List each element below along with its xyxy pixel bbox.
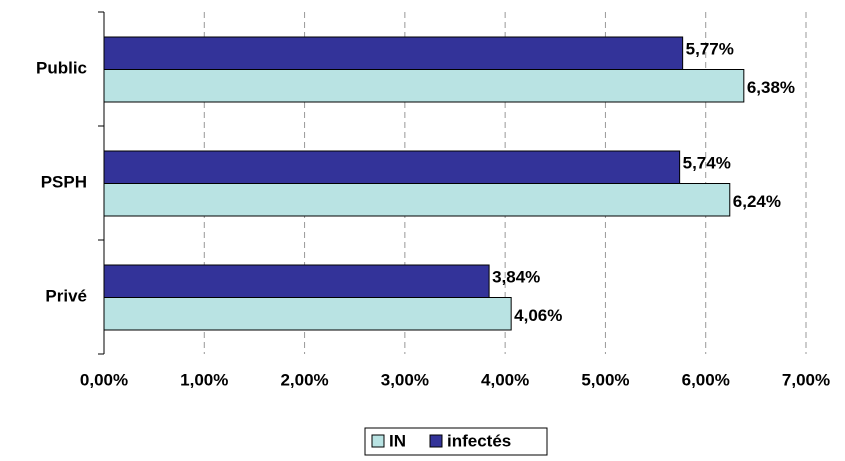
value-label: 3,84% — [492, 268, 540, 287]
legend-label: infectés — [447, 431, 511, 450]
value-label: 4,06% — [514, 306, 562, 325]
bar — [103, 36, 684, 70]
value-label: 6,38% — [747, 78, 795, 97]
legend-swatch — [371, 434, 385, 448]
legend-box — [364, 427, 548, 456]
x-tick-label: 2,00% — [280, 370, 328, 389]
x-tick-label: 7,00% — [782, 370, 830, 389]
value-label: 6,24% — [733, 192, 781, 211]
x-tick-label: 3,00% — [381, 370, 429, 389]
bar — [103, 183, 731, 217]
x-tick-label: 4,00% — [481, 370, 529, 389]
bar — [103, 150, 681, 184]
x-tick-label: 5,00% — [581, 370, 629, 389]
x-tick-label: 0,00% — [80, 370, 128, 389]
y-tick-label: Public — [36, 58, 87, 77]
y-tick-label: PSPH — [41, 172, 87, 191]
legend-label: IN — [389, 431, 406, 450]
value-label: 5,74% — [683, 154, 731, 173]
legend-swatch — [429, 434, 443, 448]
x-tick-label: 6,00% — [682, 370, 730, 389]
bar — [103, 264, 490, 298]
bar — [103, 297, 512, 331]
value-label: 5,77% — [686, 40, 734, 59]
x-tick-label: 1,00% — [180, 370, 228, 389]
bar — [103, 69, 745, 103]
y-tick-label: Privé — [45, 286, 87, 305]
